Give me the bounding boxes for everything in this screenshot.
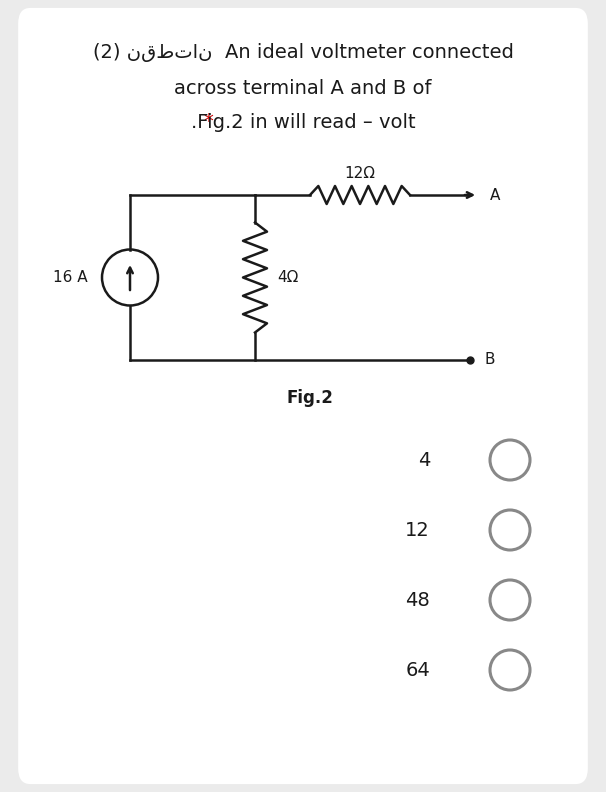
- Text: 12Ω: 12Ω: [344, 166, 376, 181]
- Text: *: *: [203, 112, 213, 131]
- Text: .Fig.2 in will read – volt: .Fig.2 in will read – volt: [191, 112, 415, 131]
- Text: 12: 12: [405, 520, 430, 539]
- Text: across terminal A and B of: across terminal A and B of: [175, 78, 431, 97]
- Text: 64: 64: [405, 661, 430, 680]
- Text: A: A: [490, 188, 501, 203]
- Text: 16 A: 16 A: [53, 270, 88, 285]
- Text: B: B: [484, 352, 494, 367]
- Text: (2) نقطتان  An ideal voltmeter connected: (2) نقطتان An ideal voltmeter connected: [93, 43, 513, 62]
- Text: 4Ω: 4Ω: [277, 270, 298, 285]
- Text: 4: 4: [418, 451, 430, 470]
- Text: Fig.2: Fig.2: [287, 389, 333, 407]
- Text: 48: 48: [405, 591, 430, 610]
